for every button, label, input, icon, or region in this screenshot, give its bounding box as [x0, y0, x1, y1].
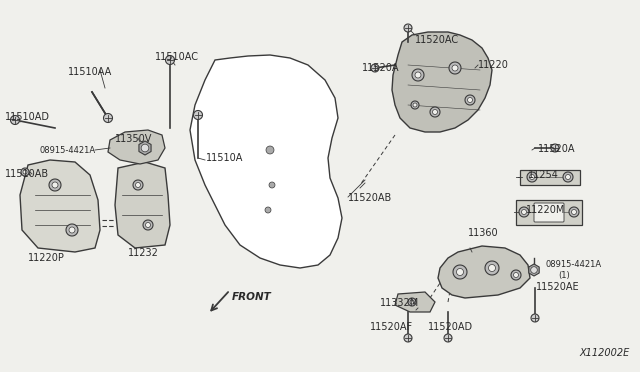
Polygon shape — [69, 227, 75, 233]
Polygon shape — [408, 298, 416, 306]
Polygon shape — [456, 269, 463, 276]
Text: 11520A: 11520A — [538, 144, 575, 154]
Text: 11254: 11254 — [528, 170, 559, 180]
Polygon shape — [141, 144, 149, 152]
Text: FRONT: FRONT — [232, 292, 272, 302]
Text: 11332M: 11332M — [380, 298, 419, 308]
Polygon shape — [516, 200, 582, 225]
Polygon shape — [465, 95, 475, 105]
Polygon shape — [520, 170, 580, 185]
Polygon shape — [529, 174, 534, 180]
Polygon shape — [438, 246, 530, 298]
Polygon shape — [529, 264, 539, 276]
Polygon shape — [531, 314, 539, 322]
Text: 08915-4421A: 08915-4421A — [545, 260, 601, 269]
Text: 11520AD: 11520AD — [428, 322, 473, 332]
Polygon shape — [395, 292, 435, 312]
Polygon shape — [572, 209, 577, 215]
Polygon shape — [49, 179, 61, 191]
Polygon shape — [412, 69, 424, 81]
Polygon shape — [527, 172, 537, 182]
Polygon shape — [452, 65, 458, 71]
Polygon shape — [136, 183, 141, 187]
Polygon shape — [166, 55, 175, 64]
Text: 11520A: 11520A — [362, 63, 399, 73]
Polygon shape — [21, 168, 29, 176]
Polygon shape — [410, 300, 414, 304]
Polygon shape — [531, 267, 538, 273]
Polygon shape — [23, 170, 27, 174]
Polygon shape — [269, 182, 275, 188]
Polygon shape — [190, 55, 342, 268]
Text: 11220P: 11220P — [28, 253, 65, 263]
Polygon shape — [467, 97, 472, 103]
Polygon shape — [488, 264, 495, 272]
Polygon shape — [265, 207, 271, 213]
Text: 11520AB: 11520AB — [348, 193, 392, 203]
Polygon shape — [519, 207, 529, 217]
Text: 11520AE: 11520AE — [536, 282, 580, 292]
Text: 11510AA: 11510AA — [68, 67, 112, 77]
Polygon shape — [133, 180, 143, 190]
Text: 11220M: 11220M — [526, 205, 565, 215]
Polygon shape — [449, 62, 461, 74]
Polygon shape — [569, 207, 579, 217]
Text: 11510AD: 11510AD — [5, 112, 50, 122]
Polygon shape — [433, 109, 438, 115]
Polygon shape — [52, 182, 58, 188]
Polygon shape — [392, 32, 492, 132]
Polygon shape — [453, 265, 467, 279]
Polygon shape — [513, 273, 518, 278]
Polygon shape — [108, 130, 165, 164]
Polygon shape — [20, 160, 100, 252]
Text: 11520AC: 11520AC — [415, 35, 459, 45]
Text: (1): (1) — [558, 271, 570, 280]
Polygon shape — [143, 220, 153, 230]
Text: 11510AB: 11510AB — [5, 169, 49, 179]
Text: 11220: 11220 — [478, 60, 509, 70]
Polygon shape — [413, 103, 417, 107]
Text: 11510A: 11510A — [206, 153, 243, 163]
Polygon shape — [266, 146, 274, 154]
Text: 11510AC: 11510AC — [155, 52, 199, 62]
Polygon shape — [66, 224, 78, 236]
Polygon shape — [415, 72, 421, 78]
Polygon shape — [193, 110, 202, 119]
Polygon shape — [511, 270, 521, 280]
FancyBboxPatch shape — [534, 203, 564, 222]
Text: 11520AF: 11520AF — [370, 322, 413, 332]
Polygon shape — [145, 222, 150, 228]
Polygon shape — [444, 334, 452, 342]
Polygon shape — [371, 64, 379, 72]
Polygon shape — [485, 261, 499, 275]
Polygon shape — [404, 334, 412, 342]
Polygon shape — [411, 101, 419, 109]
Polygon shape — [404, 24, 412, 32]
Polygon shape — [566, 174, 570, 180]
Polygon shape — [104, 113, 113, 122]
Text: 11232: 11232 — [128, 248, 159, 258]
Polygon shape — [551, 144, 559, 152]
Polygon shape — [522, 209, 527, 215]
Text: 11360: 11360 — [468, 228, 499, 238]
Polygon shape — [430, 107, 440, 117]
Polygon shape — [139, 141, 151, 155]
Polygon shape — [563, 172, 573, 182]
Text: X112002E: X112002E — [580, 348, 630, 358]
Polygon shape — [115, 162, 170, 248]
Text: 08915-4421A: 08915-4421A — [40, 146, 96, 155]
Polygon shape — [10, 116, 19, 125]
Text: 11350V: 11350V — [115, 134, 152, 144]
